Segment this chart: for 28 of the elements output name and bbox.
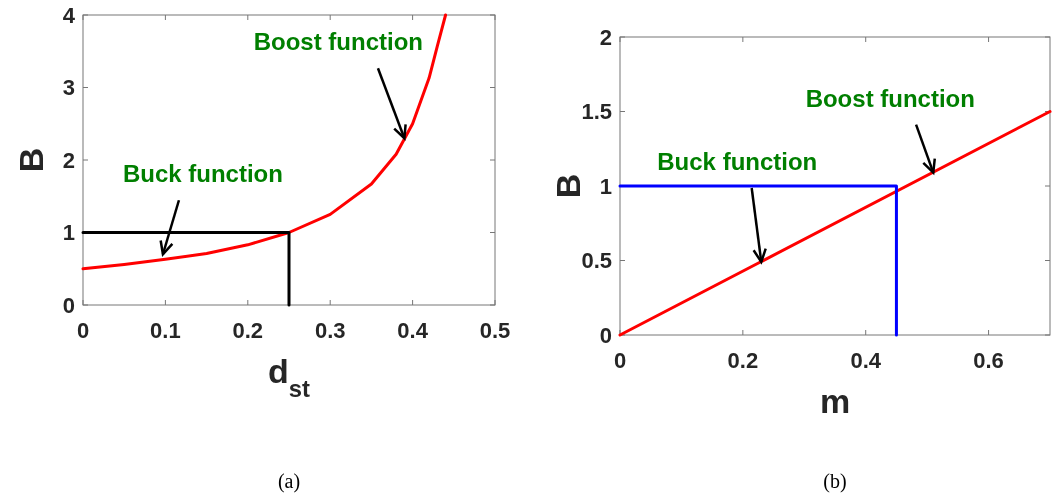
y-tick-label: 2 bbox=[599, 24, 612, 50]
text: (b) bbox=[823, 470, 847, 493]
annotation: Boost function bbox=[805, 84, 975, 112]
y-tick-label: 1.5 bbox=[581, 99, 612, 125]
x-tick-label: 0.4 bbox=[397, 318, 429, 343]
annotation: Buck function bbox=[657, 147, 818, 175]
x-tick-label: 0.6 bbox=[973, 348, 1004, 373]
annotation: Buck function bbox=[122, 160, 283, 188]
y-tick-label: 1 bbox=[599, 173, 612, 199]
x-tick-label: 0.3 bbox=[314, 318, 346, 343]
y-tick-label: 0.5 bbox=[581, 248, 612, 274]
y-tick-label: 2 bbox=[62, 147, 75, 173]
y-tick-label: 3 bbox=[62, 75, 75, 101]
y-tick-label: 1 bbox=[62, 220, 75, 246]
y-tick-label: 4 bbox=[62, 2, 76, 28]
y-axis-title: B bbox=[12, 147, 50, 173]
annotation: Boost function bbox=[253, 28, 424, 56]
x-tick-label: 0.2 bbox=[232, 318, 264, 343]
y-axis-title: B bbox=[549, 173, 587, 199]
y-tick-label: 0 bbox=[62, 292, 75, 318]
text: (a) bbox=[277, 470, 301, 493]
x-axis-title: m bbox=[819, 382, 851, 420]
x-axis-title: d$_{st}$ bbox=[268, 352, 311, 402]
x-tick-label: 0.4 bbox=[850, 348, 882, 373]
line-series bbox=[81, 13, 448, 271]
x-tick-label: 0.1 bbox=[150, 318, 181, 343]
x-tick-label: 0.2 bbox=[727, 348, 759, 373]
x-tick-label: 0.5 bbox=[479, 318, 511, 343]
